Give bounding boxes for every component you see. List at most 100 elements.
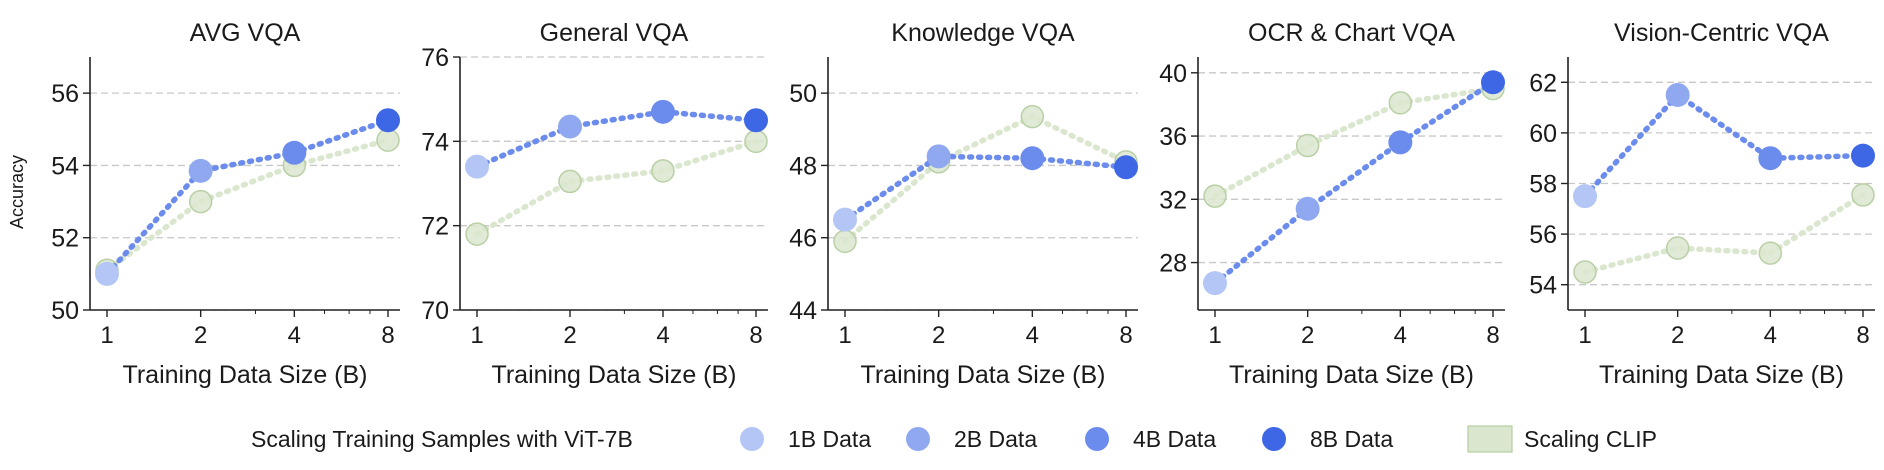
legend-marker — [740, 427, 764, 451]
subplot: 28 32 36 40 1 2 4 8 OCR & Chart VQA Training Data… — [1159, 19, 1505, 389]
series-line-vit-7b — [104, 117, 391, 277]
x-tick-label: 4 — [1026, 322, 1039, 349]
data-point-vit-7b — [1020, 146, 1045, 171]
legend-marker — [1262, 427, 1286, 451]
subplot-title: General VQA — [540, 19, 689, 47]
data-point-scaling-clip — [1573, 260, 1597, 284]
x-tick-label: 1 — [1578, 322, 1591, 349]
y-tick-label: 74 — [421, 128, 449, 156]
x-tick-label: 1 — [470, 322, 483, 349]
x-tick-label: 2 — [563, 322, 576, 349]
series-line-vit-7b — [1212, 79, 1496, 286]
subplot: 50 52 54 56 1 2 4 8 AVG VQA Training Data Size (B… — [51, 19, 400, 389]
data-point-vit-7b — [376, 108, 400, 133]
y-tick-label: 58 — [1529, 171, 1557, 199]
subplot: 70 72 74 76 1 2 4 8 General VQA Training Data Siz… — [421, 19, 768, 389]
x-tick-label: 4 — [1764, 322, 1777, 349]
data-point-vit-7b — [1295, 196, 1320, 221]
x-tick-label: 2 — [1301, 322, 1314, 349]
series-line-vit-7b — [842, 153, 1129, 223]
y-tick-label: 36 — [1159, 123, 1187, 151]
subplot: 54 56 58 60 62 1 2 4 8 Vision-Centric VQA Training… — [1529, 19, 1875, 389]
legend-entry: 2B Data — [906, 426, 1037, 452]
x-axis-title: Training Data Size (B) — [123, 361, 368, 389]
data-point-vit-7b — [833, 207, 857, 232]
x-tick-label: 2 — [932, 322, 945, 349]
legend-label: 2B Data — [954, 426, 1037, 452]
y-tick-label: 52 — [51, 225, 79, 253]
y-tick-label: 54 — [51, 152, 79, 180]
y-tick-label: 54 — [1529, 272, 1557, 300]
data-point-vit-7b — [651, 99, 675, 124]
series-line-scaling-clip — [1582, 192, 1866, 275]
legend-entry: 1B Data — [740, 426, 871, 452]
x-tick-label: 8 — [1119, 322, 1132, 349]
y-tick-label: 76 — [421, 44, 449, 72]
y-tick-label: 56 — [1529, 221, 1557, 249]
y-tick-label: 48 — [789, 152, 817, 180]
data-point-scaling-clip — [376, 128, 400, 152]
legend-label: 8B Data — [1310, 426, 1393, 452]
y-tick-label: 62 — [1529, 69, 1557, 97]
legend-label: 4B Data — [1133, 426, 1216, 452]
series-line-scaling-clip — [474, 138, 759, 237]
y-tick-label: 60 — [1529, 120, 1557, 148]
series-line-vit-7b — [1582, 91, 1866, 199]
y-tick-label: 32 — [1159, 186, 1187, 214]
series-line-scaling-clip — [1212, 85, 1496, 199]
data-point-vit-7b — [1114, 155, 1138, 180]
data-point-scaling-clip — [651, 159, 675, 183]
data-point-vit-7b — [1665, 82, 1690, 107]
data-point-scaling-clip — [1203, 184, 1227, 208]
y-tick-label: 44 — [789, 297, 817, 325]
legend: Scaling Training Samples with ViT-7B 1B … — [251, 425, 1657, 453]
x-tick-label: 8 — [1856, 322, 1869, 349]
legend-entry: Scaling CLIP — [1467, 425, 1657, 453]
data-point-vit-7b — [1851, 143, 1875, 168]
x-tick-label: 4 — [656, 322, 669, 349]
x-axis-title: Training Data Size (B) — [1599, 361, 1844, 389]
y-tick-label: 72 — [421, 213, 449, 241]
data-point-scaling-clip — [558, 169, 582, 194]
x-tick-label: 4 — [288, 322, 301, 349]
data-point-scaling-clip — [1851, 183, 1875, 207]
data-point-scaling-clip — [1665, 236, 1690, 260]
series-line-scaling-clip — [104, 137, 391, 273]
legend-marker — [906, 427, 930, 451]
data-point-vit-7b — [282, 140, 307, 165]
data-point-vit-7b — [558, 114, 582, 139]
data-point-scaling-clip — [1020, 104, 1045, 129]
data-point-vit-7b — [1388, 130, 1413, 155]
y-tick-label: 56 — [51, 80, 79, 108]
y-tick-label: 50 — [51, 297, 79, 325]
subplot-title: Knowledge VQA — [891, 19, 1075, 47]
data-point-scaling-clip — [188, 189, 213, 214]
legend-marker — [1085, 427, 1109, 451]
legend-title: Scaling Training Samples with ViT-7B — [251, 426, 633, 452]
legend-entry: 8B Data — [1262, 426, 1393, 452]
x-tick-label: 8 — [749, 322, 762, 349]
series-line-scaling-clip — [842, 113, 1129, 245]
data-point-vit-7b — [926, 144, 951, 169]
subplot-title: Vision-Centric VQA — [1614, 19, 1829, 47]
x-tick-label: 2 — [1671, 322, 1684, 349]
subplot-title: AVG VQA — [190, 19, 301, 47]
data-point-vit-7b — [95, 261, 119, 286]
data-point-scaling-clip — [1758, 241, 1783, 265]
x-tick-label: 1 — [838, 322, 851, 349]
data-point-vit-7b — [465, 154, 489, 179]
data-point-vit-7b — [1203, 271, 1227, 296]
legend-label: Scaling CLIP — [1524, 426, 1657, 452]
y-tick-label: 70 — [421, 297, 449, 325]
x-tick-label: 4 — [1394, 322, 1407, 349]
x-axis-title: Training Data Size (B) — [492, 361, 737, 389]
x-axis-title: Training Data Size (B) — [1229, 361, 1474, 389]
x-tick-label: 2 — [194, 322, 207, 349]
x-axis-title: Training Data Size (B) — [861, 361, 1106, 389]
data-point-vit-7b — [1573, 184, 1597, 209]
legend-label: 1B Data — [788, 426, 871, 452]
y-axis-title: Accuracy — [7, 155, 27, 229]
